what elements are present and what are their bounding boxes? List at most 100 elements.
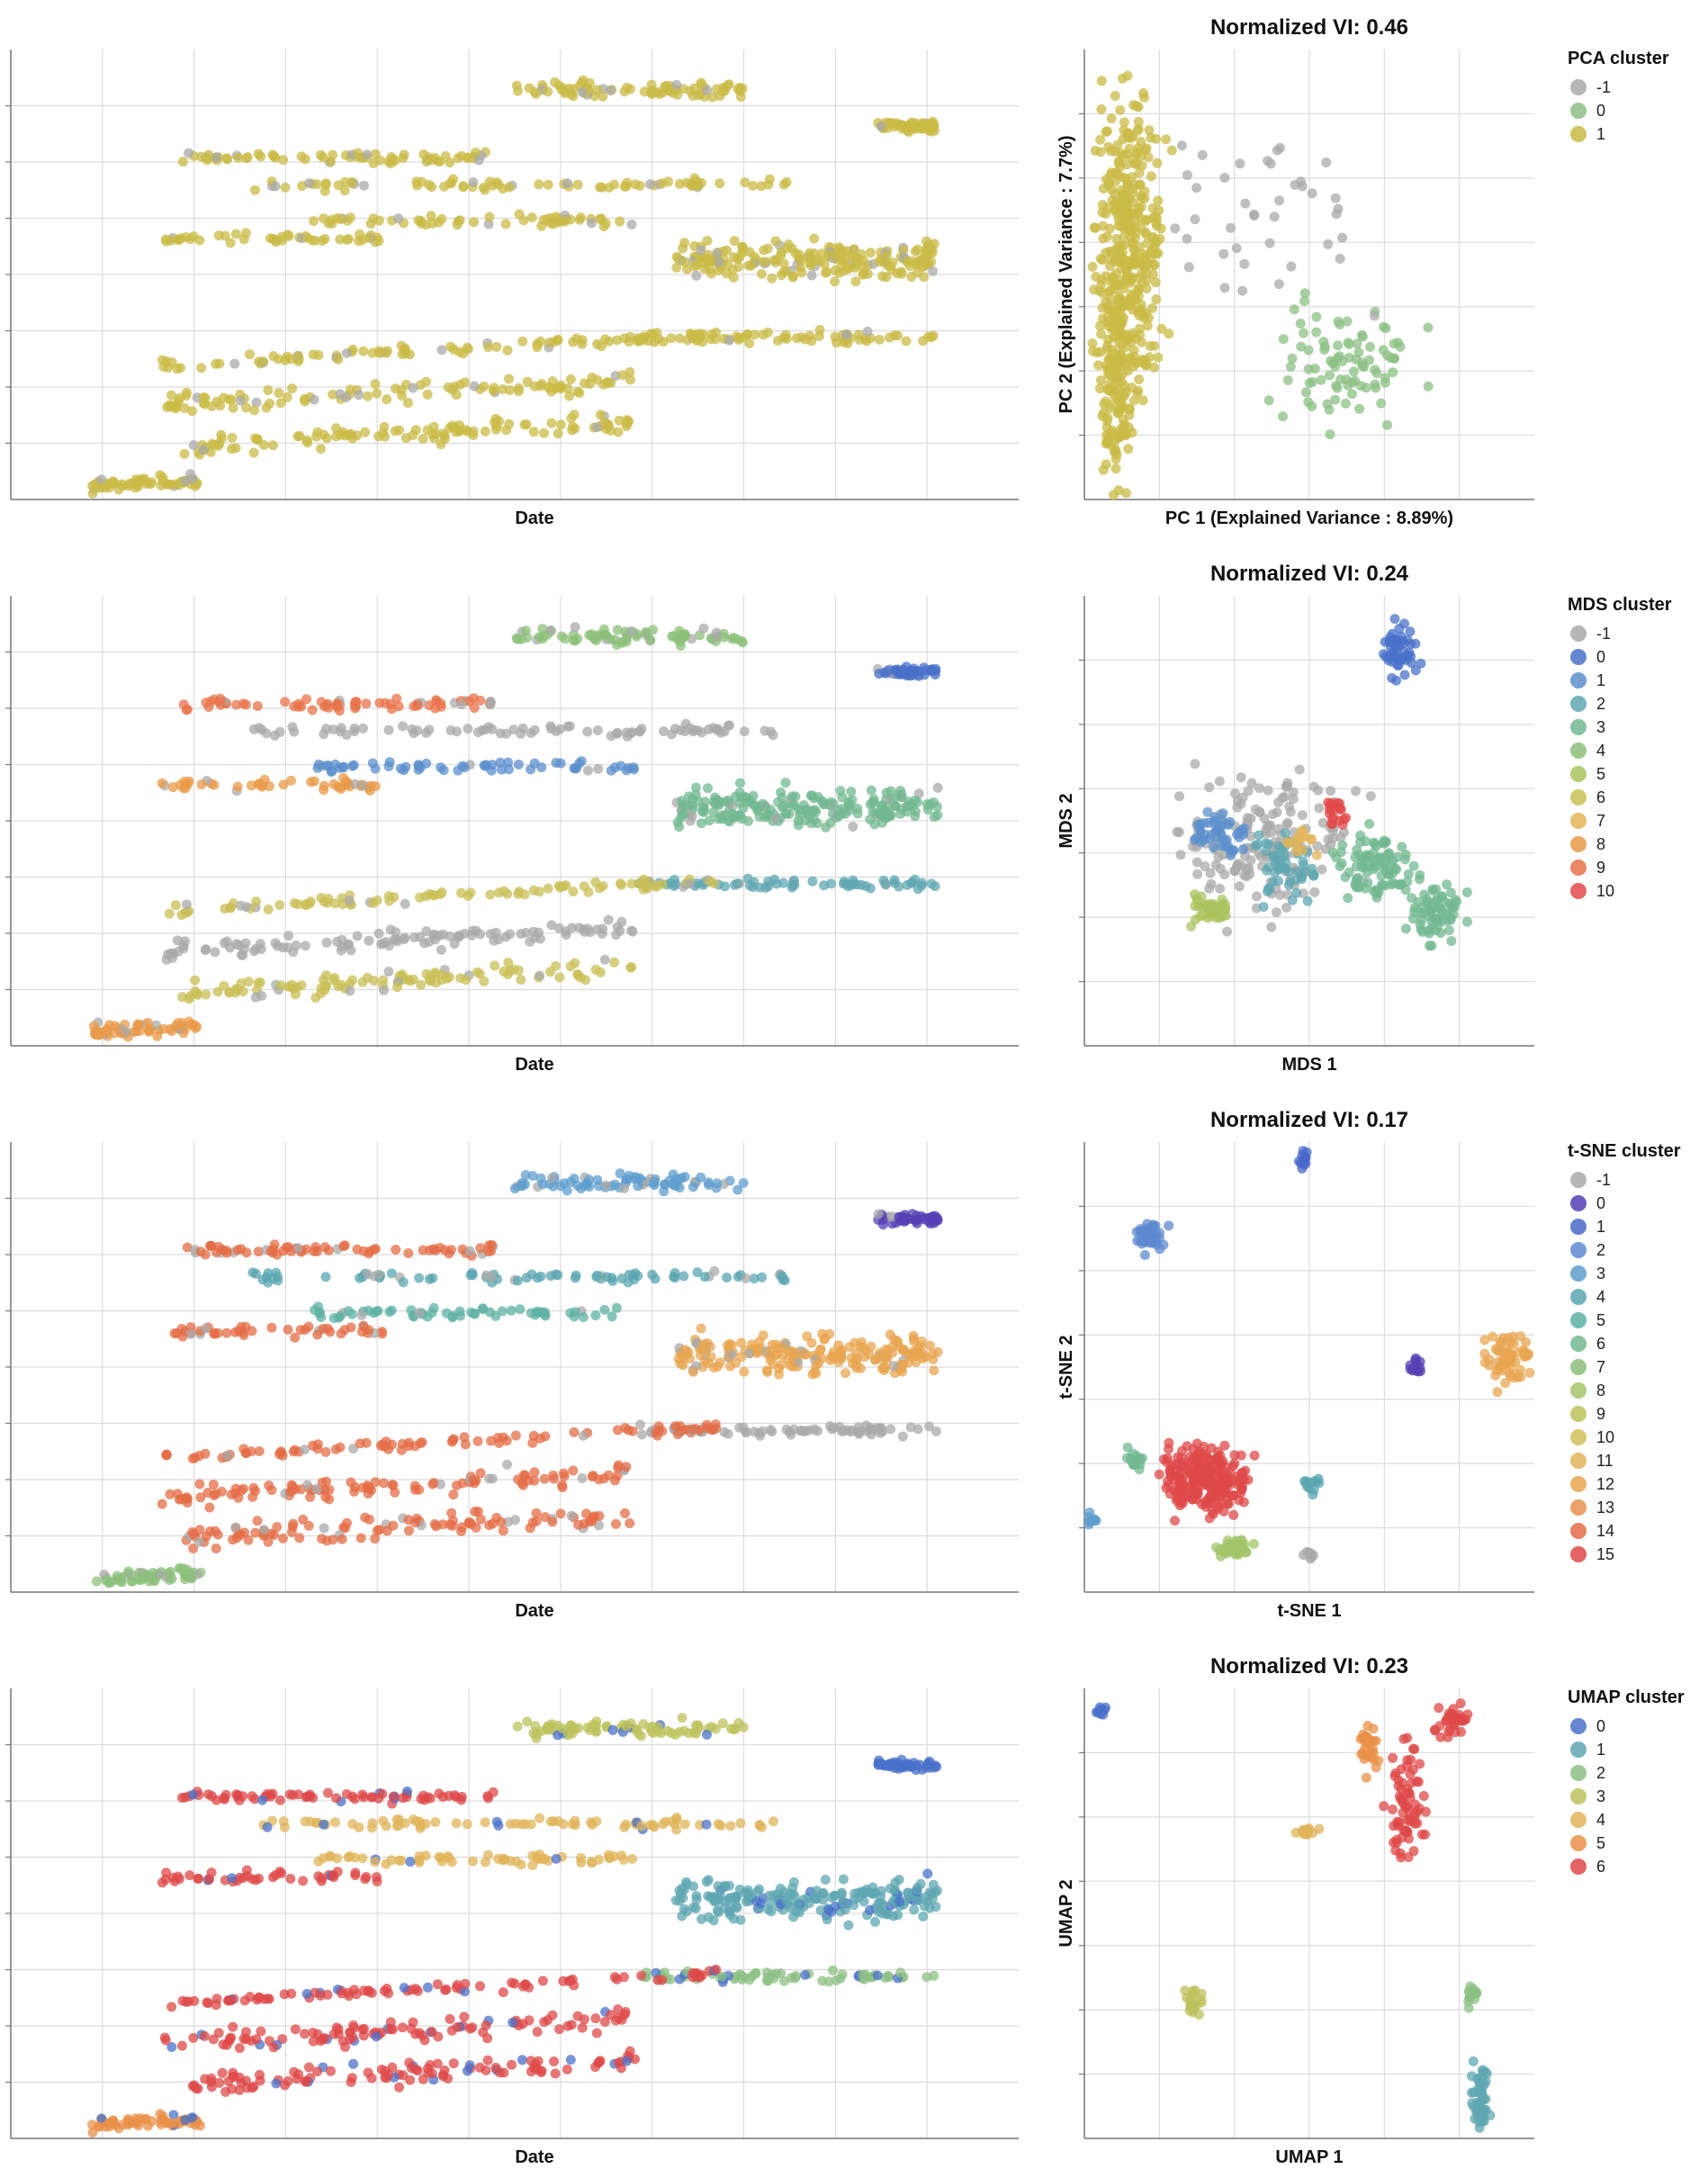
timeline-point [300, 940, 310, 951]
timeline-point [372, 895, 382, 905]
embedding-point [1140, 215, 1151, 226]
timeline-point [226, 394, 237, 405]
embedding-point [1133, 123, 1144, 134]
embedding-point [1355, 830, 1366, 841]
timeline-point [349, 698, 360, 709]
embedding-point [1378, 838, 1389, 849]
timeline-point [309, 1246, 319, 1256]
timeline-point [510, 1515, 520, 1526]
embedding-point [1182, 233, 1192, 244]
timeline-point [512, 86, 523, 96]
timeline-point [190, 1023, 201, 1033]
timeline-point [294, 1533, 305, 1544]
timeline-point [167, 782, 178, 793]
timeline-point [758, 798, 769, 809]
timeline-point [574, 388, 585, 399]
embedding-point [1263, 785, 1273, 796]
embedding-point [1405, 626, 1416, 637]
timeline-point [220, 904, 230, 914]
timeline-point [834, 267, 845, 278]
timeline-point [388, 154, 399, 165]
timeline-point [416, 979, 427, 990]
timeline-point [577, 1473, 588, 1483]
timeline-point [479, 976, 490, 986]
timeline-point [513, 760, 524, 770]
timeline-point [503, 958, 514, 968]
timeline-point [619, 1183, 630, 1193]
timeline-point [645, 634, 656, 645]
embedding-point [1380, 652, 1391, 662]
timeline-point [527, 1437, 538, 1448]
timeline-point [466, 1518, 477, 1529]
embedding-point [1107, 425, 1118, 436]
timeline-point [485, 889, 496, 900]
timeline-point [780, 808, 791, 819]
embedding-point [1153, 352, 1164, 363]
embedding-point [1285, 806, 1296, 817]
embedding-point [1285, 877, 1296, 887]
embedding-point [1178, 1461, 1188, 1472]
embedding-point [1325, 370, 1335, 381]
embedding-point [1133, 116, 1144, 127]
embedding-point [1229, 1450, 1240, 1461]
timeline-point [435, 1479, 445, 1490]
timeline-point [929, 1218, 939, 1228]
timeline-point [90, 1030, 101, 1040]
timeline-point [659, 1186, 670, 1197]
timeline-point [924, 239, 935, 250]
timeline-point [617, 370, 628, 381]
timeline-point [316, 149, 326, 160]
embedding-point [1106, 146, 1117, 157]
embedding-point [1139, 313, 1150, 324]
embedding-point [1302, 896, 1313, 906]
timeline-point [876, 1423, 886, 1434]
embedding-point [1188, 1454, 1199, 1464]
timeline-point [594, 1510, 605, 1521]
embedding-point [1415, 874, 1425, 885]
timeline-point [339, 185, 350, 196]
timeline-point [469, 217, 479, 228]
embedding-point [1313, 785, 1324, 796]
embedding-point [1382, 419, 1393, 430]
embedding-point [1118, 172, 1128, 183]
timeline-point [441, 1308, 452, 1318]
timeline-point [343, 1306, 354, 1317]
embedding-point [1435, 928, 1446, 939]
timeline-point [711, 328, 722, 338]
embedding-point [1362, 878, 1373, 888]
embedding-point [1219, 173, 1230, 183]
timeline-point [254, 1446, 265, 1456]
timeline-point [668, 1178, 679, 1189]
timeline-point [274, 1449, 284, 1460]
embedding-point [1127, 1455, 1137, 1466]
timeline-point [290, 1332, 301, 1343]
embedding-point [1161, 1456, 1172, 1467]
embedding-point [1419, 889, 1430, 900]
timeline-point [454, 1306, 465, 1317]
embedding-point [1379, 321, 1389, 332]
timeline-point [427, 1273, 438, 1283]
embedding-point [1149, 362, 1159, 373]
embedding-point [1106, 254, 1117, 265]
timeline-point [319, 701, 330, 712]
timeline-point [459, 762, 470, 773]
timeline-point [553, 334, 563, 345]
timeline-point [248, 724, 259, 734]
embedding-point [1239, 258, 1250, 269]
timeline-point [730, 810, 741, 821]
timeline-point [824, 799, 834, 810]
timeline-point [633, 1181, 643, 1192]
timeline-point [391, 693, 402, 704]
timeline-point [636, 1429, 647, 1440]
timeline-point [537, 624, 548, 634]
timeline-point [247, 1491, 258, 1502]
timeline-point [248, 1482, 259, 1493]
timeline-point [619, 86, 630, 97]
embedding-point [1446, 936, 1457, 947]
timeline-point [702, 236, 713, 246]
embedding-point [1304, 1547, 1314, 1558]
timeline-point [185, 1570, 196, 1580]
timeline-point [565, 1308, 576, 1318]
timeline-point [230, 1488, 241, 1498]
timeline-point [376, 939, 387, 950]
